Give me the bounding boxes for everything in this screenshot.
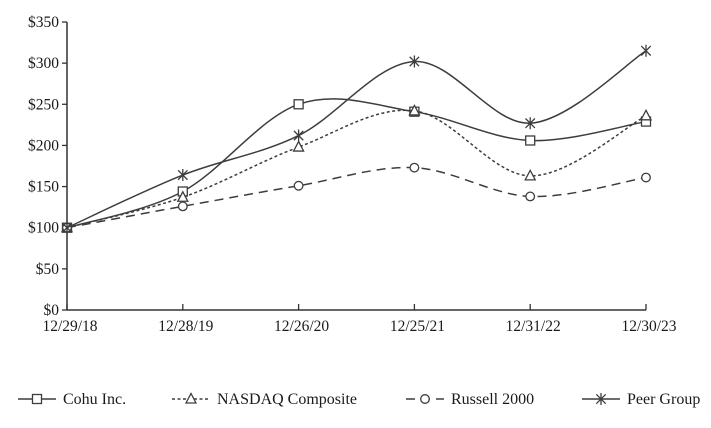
square-marker: [293, 99, 304, 110]
circle-marker: [293, 180, 304, 191]
legend-label: Cohu Inc.: [63, 391, 126, 408]
circle-marker: [177, 201, 188, 212]
series-line-nasdaq-composite: [66, 109, 647, 229]
circle-marker: [525, 191, 536, 202]
triangle-marker: [292, 140, 305, 152]
square-marker: [525, 135, 536, 146]
legend-label: NASDAQ Composite: [217, 391, 357, 408]
y-tick-label: $150: [28, 179, 59, 196]
series-line-peer-group: [66, 50, 647, 229]
circle-marker: [409, 162, 420, 173]
x-tick-label: 12/25/21: [390, 318, 445, 335]
asterisk-marker: [640, 44, 652, 57]
y-tick-label: $0: [44, 302, 60, 319]
x-tick-label: 12/30/23: [621, 318, 676, 335]
legend-label: Russell 2000: [451, 391, 534, 408]
x-tick-label: 12/28/19: [158, 318, 213, 335]
triangle-marker: [639, 108, 653, 121]
triangle-marker: [176, 190, 189, 202]
x-tick-label: 12/26/20: [274, 318, 329, 335]
y-tick-label: $100: [28, 220, 59, 237]
triangle-marker: [524, 168, 537, 181]
y-tick-label: $350: [28, 14, 59, 31]
legend-asterisk-marker: [595, 393, 607, 405]
asterisk-marker: [525, 117, 536, 130]
x-tick-label: 12/31/22: [506, 318, 561, 335]
circle-marker: [641, 172, 651, 183]
legend-triangle-marker: [184, 392, 198, 404]
y-tick-label: $250: [28, 96, 59, 113]
y-tick-label: $200: [28, 137, 59, 154]
series-line-cohu-inc: [66, 98, 647, 229]
asterisk-marker: [177, 169, 188, 182]
legend-circle-marker: [420, 394, 430, 404]
series-line-russell-2000: [66, 166, 647, 229]
triangle-marker: [408, 103, 421, 116]
y-tick-label: $300: [28, 55, 59, 72]
x-tick-label: 12/29/18: [42, 318, 97, 335]
legend-square-marker: [31, 393, 43, 405]
asterisk-marker: [61, 221, 73, 234]
legend-label: Peer Group: [627, 391, 700, 408]
asterisk-marker: [409, 55, 420, 68]
y-tick-label: $50: [36, 261, 60, 278]
asterisk-marker: [293, 129, 304, 142]
